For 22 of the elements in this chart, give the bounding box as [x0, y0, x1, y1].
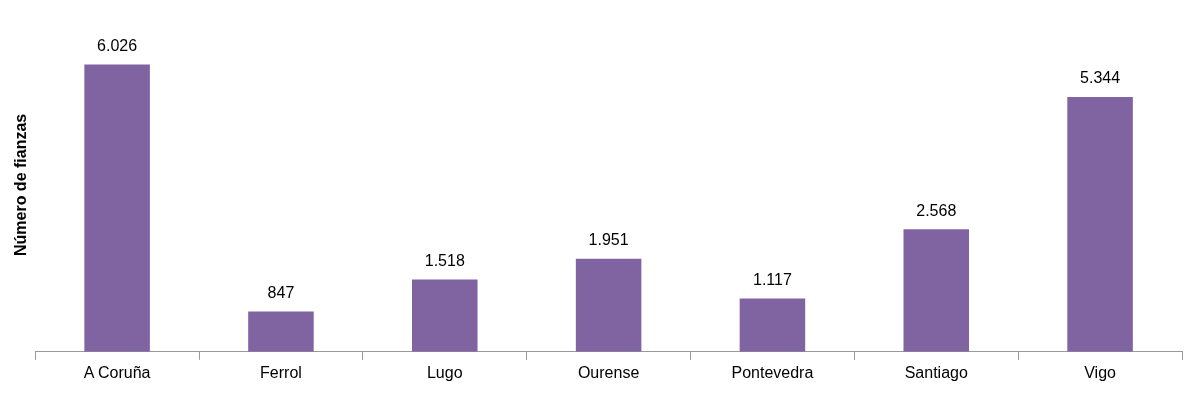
bar — [575, 258, 642, 352]
x-tick-label: Ourense — [577, 363, 640, 381]
bar — [739, 298, 806, 352]
data-label: 2.568 — [916, 201, 957, 219]
bar — [248, 311, 314, 352]
x-tick-label: Pontevedra — [731, 363, 814, 381]
data-label: 1.518 — [424, 251, 465, 269]
x-tick-label: Vigo — [1084, 363, 1117, 381]
x-tick-label: Ferrol — [260, 363, 302, 381]
bar — [903, 229, 970, 352]
data-label: 847 — [267, 283, 295, 301]
bar — [84, 64, 150, 352]
x-tick-label: A Coruña — [83, 363, 151, 381]
x-tick-label: Santiago — [904, 363, 968, 381]
x-tick-label: Lugo — [426, 363, 463, 381]
bar — [412, 279, 478, 352]
data-label: 1.951 — [588, 231, 629, 249]
data-label: 1.117 — [753, 270, 792, 288]
data-label: 5.344 — [1080, 69, 1121, 87]
data-label: 6.026 — [97, 36, 138, 54]
bar — [1067, 96, 1133, 352]
y-axis-title: Número de fianzas — [12, 113, 30, 257]
